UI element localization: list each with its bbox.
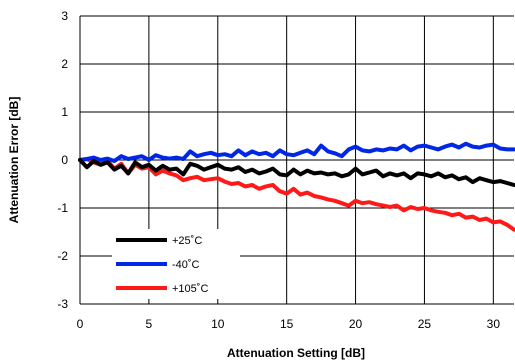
series-line-40c — [78, 141, 515, 163]
legend-label: +105˚C — [172, 283, 208, 295]
x-tick-label: 5 — [146, 317, 153, 331]
series-lines — [78, 141, 515, 232]
y-tick-label: -3 — [57, 297, 68, 311]
legend-label: -40˚C — [172, 259, 200, 271]
x-tick-label: 15 — [280, 317, 294, 331]
y-tick-label: 3 — [61, 9, 68, 23]
x-tick-label: 25 — [418, 317, 432, 331]
y-tick-label: -1 — [57, 201, 68, 215]
legend: +25˚C -40˚C +105˚C — [116, 235, 208, 295]
x-tick-label: 10 — [211, 317, 225, 331]
y-tick-label: 0 — [61, 153, 68, 167]
y-tick-label: 1 — [61, 105, 68, 119]
y-tick-label: 2 — [61, 57, 68, 71]
x-tick-label: 0 — [77, 317, 84, 331]
x-tick-label: 30 — [487, 317, 501, 331]
series-line-25c — [78, 158, 515, 187]
grid — [79, 15, 514, 305]
x-axis-title: Attenuation Setting [dB] — [227, 346, 365, 360]
y-tick-label: -2 — [57, 249, 68, 263]
y-axis-title: Attenuation Error [dB] — [7, 97, 21, 224]
x-tick-label: 20 — [349, 317, 363, 331]
legend-label: +25˚C — [172, 235, 202, 247]
series-line-105c — [78, 157, 515, 232]
